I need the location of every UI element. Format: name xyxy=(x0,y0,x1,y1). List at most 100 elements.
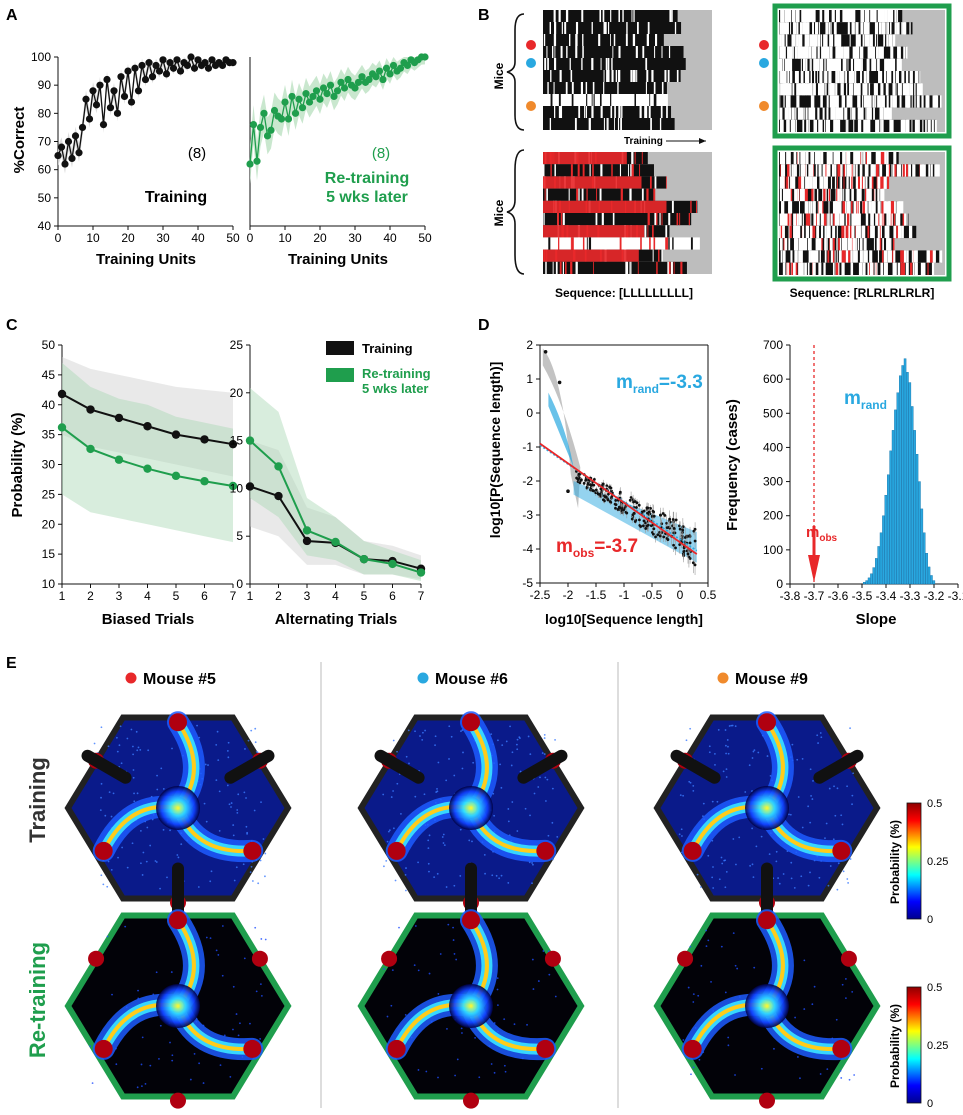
panelD-right-xlabel: Slope xyxy=(856,611,897,628)
B-raster-br-tick-4-42 xyxy=(878,201,881,214)
B-raster-tr-tick-1-25 xyxy=(781,22,784,35)
panelB-left-sequence: Sequence: [LLLLLLLLL] xyxy=(555,286,693,300)
B-raster-tr-tick-1-19 xyxy=(812,22,814,35)
B-raster-br-tick-5-29 xyxy=(810,213,812,226)
panelA-right-xlabel: Training Units xyxy=(288,251,388,268)
heatmap-noise-2-91 xyxy=(748,764,751,767)
B-raster-br-tick-9-55 xyxy=(920,262,924,275)
heatmap-noise-2-114 xyxy=(807,805,810,808)
B-raster-br-tick-9-61 xyxy=(807,262,810,275)
B-raster-br-tick-3-75 xyxy=(881,188,884,202)
B-raster-br-tick-5-61 xyxy=(826,213,828,226)
D-left-point-225 xyxy=(651,532,655,536)
B-raster-bl-tick-5-16 xyxy=(656,213,658,226)
D-left-ytick-label-0: 0 xyxy=(526,406,533,420)
B-raster-br-tick-4-52 xyxy=(810,201,813,214)
B-raster-tl-tick-8-10 xyxy=(666,106,668,118)
heatmap-noise-0-27 xyxy=(227,756,230,759)
B-raster-br-tick-4-35 xyxy=(838,201,842,214)
B-raster-tr-tick-9-71 xyxy=(858,119,861,132)
B-raster-tr-tick-7-36 xyxy=(813,95,815,108)
panelE-dot-blue xyxy=(417,672,429,684)
panelA-left-count: (8) xyxy=(188,145,206,162)
D-left-xtick-label--0.5: -0.5 xyxy=(642,588,663,602)
B-raster-tl-tick-4-3 xyxy=(607,58,610,70)
B-raster-br-tick-6-80 xyxy=(848,225,850,239)
B-raster-br-tick-3-64 xyxy=(865,188,868,202)
B-raster-br-tick-7-47 xyxy=(785,238,788,251)
D-left-point-24 xyxy=(681,525,685,529)
heatmap-noise-0-131 xyxy=(169,829,171,832)
B-raster-tr-tick-8-70 xyxy=(826,107,829,120)
D-right-xtick-label--3.7: -3.7 xyxy=(804,589,825,603)
heatmap-noise-0-64 xyxy=(162,788,165,790)
D-left-point-148 xyxy=(660,531,664,534)
B-raster-br-tick-5-84 xyxy=(904,213,907,226)
B-raster-tr-tick-9-58 xyxy=(902,119,905,132)
heatmap-noise-2-89 xyxy=(760,835,763,838)
B-raster-br-tick-2-55 xyxy=(851,176,853,189)
B-raster-tr-tick-4-52 xyxy=(843,58,847,71)
B-raster-tr-tick-8-43 xyxy=(845,107,848,120)
B-raster-tr-tick-1-37 xyxy=(793,22,797,35)
B-raster-tr-tick-1-43 xyxy=(881,22,884,35)
A-right-point-17 xyxy=(305,98,314,106)
heatmap-noise-2-17 xyxy=(812,780,814,782)
heatmap-noise-4-41 xyxy=(391,969,394,972)
B-raster-bl-tick-7-5 xyxy=(582,237,585,250)
B-raster-br-tick-0-28 xyxy=(865,152,868,165)
B-raster-br-tick-8-37 xyxy=(814,250,818,263)
B-raster-br-tick-7-18 xyxy=(830,238,833,251)
B-raster-br-tick-5-22 xyxy=(787,213,790,226)
B-raster-bl-tick-9-11 xyxy=(667,261,669,274)
D-left-point-207 xyxy=(590,483,593,487)
B-raster-tr-tick-0-20 xyxy=(805,10,808,23)
A-right-point-5 xyxy=(263,132,272,140)
B-raster-bl-tick-9-6 xyxy=(668,261,671,274)
B-raster-tr-tick-5-3 xyxy=(905,71,909,84)
heatmap-noise-5-27 xyxy=(692,1001,695,1003)
D-right-bar-23 xyxy=(918,481,921,585)
B-raster-tr-tick-7-41 xyxy=(921,95,924,108)
D-right-ytick-label-300: 300 xyxy=(763,475,783,489)
heatmap-noise-0-148 xyxy=(116,736,118,739)
C-right-point-1-6 xyxy=(416,568,426,577)
B-raster-tl-row-1 xyxy=(543,22,682,34)
heatmap-noise-0-90 xyxy=(132,776,135,779)
heatmap-reward-port-5-0 xyxy=(758,911,776,930)
B-raster-tr-tick-4-72 xyxy=(789,58,792,71)
heatmap-noise-2-62 xyxy=(713,752,716,755)
heatmap-noise-1-106 xyxy=(524,807,527,810)
heatmap-noise-5-41 xyxy=(692,993,695,996)
B-raster-br-tick-3-23 xyxy=(869,188,872,202)
B-raster-br-tick-6-72 xyxy=(871,225,874,239)
D-left-point-118 xyxy=(637,503,641,507)
B-raster-tr-tick-4-19 xyxy=(850,58,853,71)
B-raster-br-tick-1-62 xyxy=(826,164,831,177)
B-raster-tr-tick-6-16 xyxy=(788,83,792,96)
panelD-hist-mobs: mobs xyxy=(806,524,838,544)
heatmap-noise-1-56 xyxy=(544,776,547,779)
D-left-point-21 xyxy=(618,490,622,494)
B-raster-tr-tick-8-15 xyxy=(817,107,820,120)
B-raster-tr-tick-6-1 xyxy=(825,83,827,96)
D-left-point-181 xyxy=(693,539,697,543)
B-raster-br-tick-6-60 xyxy=(844,225,846,239)
B-raster-tl-tick-5-19 xyxy=(636,70,638,82)
heatmap-noise-1-152 xyxy=(551,787,554,790)
B-raster-bl-tick-7-8 xyxy=(548,237,551,250)
B-raster-br-tick-1-39 xyxy=(844,164,847,177)
B-raster-br-tick-7-6 xyxy=(890,238,892,251)
B-raster-br-tick-2-37 xyxy=(798,176,802,189)
heatmap-noise-1-65 xyxy=(493,814,496,817)
B-raster-bl-tick-7-12 xyxy=(558,237,560,250)
B-raster-br-tick-8-69 xyxy=(811,250,815,263)
B-raster-bl-tick-1-4 xyxy=(611,164,613,177)
panelE-cbar2-tick-mid: 0.25 xyxy=(927,1040,948,1052)
heatmap-noise-0-122 xyxy=(106,885,109,888)
B-raster-tr-tick-8-46 xyxy=(784,107,787,120)
B-raster-tr-tick-3-82 xyxy=(880,46,884,59)
B-raster-tr-tick-6-85 xyxy=(906,83,910,96)
B-raster-br-tick-4-40 xyxy=(798,201,800,214)
